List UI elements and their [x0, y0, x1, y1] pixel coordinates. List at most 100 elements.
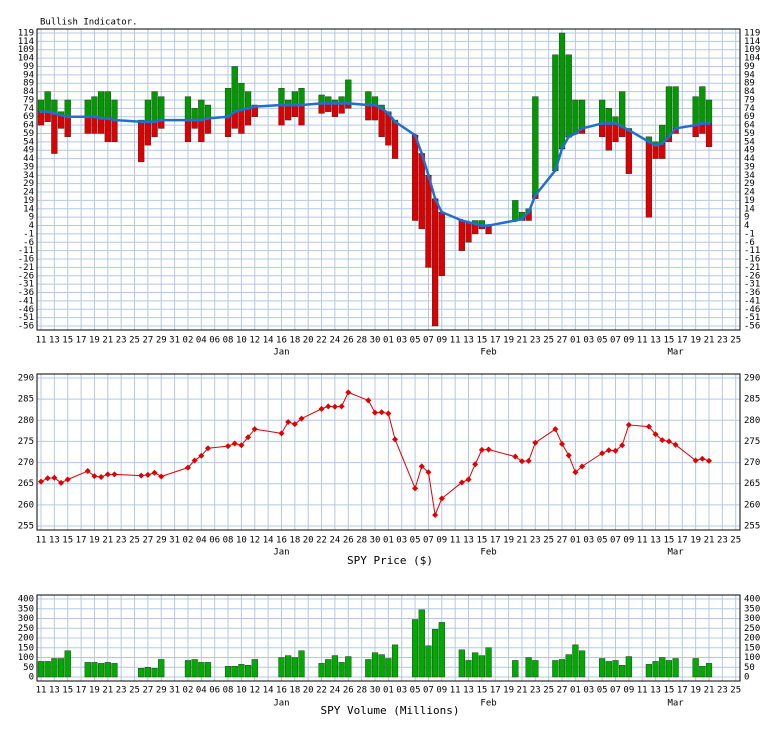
bar [612, 660, 619, 678]
bar [672, 86, 679, 129]
bar [224, 116, 232, 138]
y-tick-label-right: 44 [744, 154, 755, 164]
bar [378, 108, 385, 138]
x-tick-label: 17 [677, 336, 688, 346]
x-tick-label: 20 [303, 686, 314, 696]
bar [151, 121, 158, 138]
x-tick-label: 07 [610, 536, 621, 546]
y-tick-label-right: -56 [744, 322, 760, 332]
line-point [279, 103, 284, 107]
bar [144, 667, 151, 678]
line-point [707, 121, 711, 126]
x-tick-label: 17 [76, 686, 87, 696]
line-point [553, 168, 557, 172]
x-tick-label: 13 [650, 336, 661, 346]
bar [144, 99, 151, 122]
bar [158, 659, 165, 678]
bar [432, 629, 439, 678]
y-tick-label: 275 [18, 437, 34, 447]
x-tick-label: 12 [249, 686, 260, 696]
line-segment [527, 194, 537, 213]
line-point [378, 409, 385, 416]
y-tick-label: 9 [29, 213, 34, 223]
line-point [560, 146, 564, 151]
bar [338, 662, 345, 678]
line-point [233, 110, 237, 114]
line-point [226, 115, 230, 119]
x-tick-label: 11 [36, 336, 47, 346]
line-point [418, 463, 425, 470]
x-tick-label: 11 [36, 686, 47, 696]
bar [44, 91, 51, 112]
x-tick-label: 11 [637, 536, 648, 546]
line-point [647, 140, 651, 144]
bar [532, 96, 539, 196]
x-tick-label: 17 [677, 536, 688, 546]
bar [512, 660, 519, 678]
line-segment [394, 120, 416, 137]
y-tick-label: 265 [18, 479, 34, 489]
line-point [38, 478, 44, 485]
x-axis-label: SPY Price ($) [347, 554, 433, 567]
x-tick-label: 23 [717, 336, 728, 346]
y-tick-label-right: 49 [744, 146, 755, 156]
line-segment [667, 127, 677, 138]
month-label: Jan [273, 548, 289, 558]
y-tick-label: 59 [23, 129, 34, 139]
line-point [52, 111, 56, 115]
bar [619, 91, 626, 127]
y-tick-label-right: -41 [744, 296, 760, 306]
y-tick-label-right: 84 [744, 87, 755, 97]
line-point [231, 440, 238, 447]
line-segment [301, 408, 322, 420]
line-segment [301, 102, 322, 107]
bar [552, 54, 559, 171]
line-segment [581, 122, 603, 130]
line-point [98, 473, 105, 480]
line-segment [628, 129, 650, 143]
line-point [426, 173, 431, 177]
line-point [193, 118, 197, 122]
x-tick-label: 09 [436, 336, 447, 346]
line-segment [488, 448, 516, 458]
line-point [532, 439, 539, 446]
bar [51, 658, 58, 678]
y-tick-label-right: 109 [744, 45, 760, 55]
x-tick-label: 19 [503, 536, 514, 546]
y-tick-label: 255 [18, 522, 34, 532]
line-point [366, 103, 370, 107]
x-tick-label: 23 [530, 686, 541, 696]
line-segment [675, 444, 696, 461]
x-tick-label: 31 [169, 536, 180, 546]
x-tick-label: 11 [450, 336, 461, 346]
bar [325, 659, 332, 678]
bar [151, 668, 158, 678]
y-tick-label-right: 89 [744, 79, 755, 89]
x-tick-label: 07 [423, 336, 434, 346]
y-tick-label-right: 100 [744, 653, 760, 663]
x-tick-label: 27 [557, 336, 568, 346]
line-point [66, 115, 70, 119]
y-tick-label-right: 290 [744, 374, 760, 384]
bar [692, 658, 699, 678]
x-tick-label: 18 [289, 336, 300, 346]
bar [565, 54, 572, 138]
y-tick-label-right: 54 [744, 137, 755, 147]
x-tick-label: 15 [476, 536, 487, 546]
bar [204, 662, 212, 678]
bar [525, 657, 532, 678]
bar [625, 656, 632, 678]
x-tick-label: 11 [450, 686, 461, 696]
line-point [573, 131, 578, 136]
x-tick-label: 18 [289, 536, 300, 546]
y-tick-label-right: 39 [744, 162, 755, 172]
line-segment [441, 482, 463, 499]
line-point [291, 421, 298, 428]
bar [37, 99, 45, 112]
y-tick-label-right: 119 [744, 29, 760, 39]
line-point [645, 423, 652, 430]
x-tick-label: 02 [183, 686, 194, 696]
bar [111, 663, 118, 678]
line-point [299, 103, 304, 107]
